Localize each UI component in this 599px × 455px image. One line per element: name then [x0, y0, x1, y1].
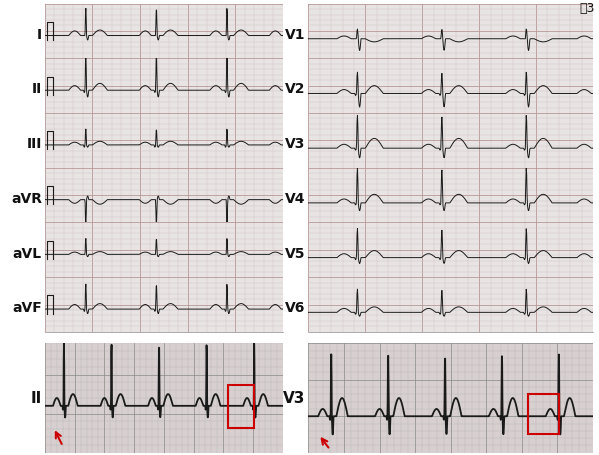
Text: V3: V3: [285, 137, 305, 151]
Text: aVL: aVL: [13, 246, 42, 260]
Text: V6: V6: [285, 301, 305, 314]
Text: III: III: [26, 137, 42, 151]
Text: V2: V2: [285, 82, 305, 96]
Text: aVF: aVF: [12, 301, 42, 314]
Text: II: II: [32, 82, 42, 96]
Text: V3: V3: [283, 391, 305, 405]
Text: II: II: [31, 391, 42, 405]
Text: I: I: [37, 28, 42, 41]
Text: V5: V5: [285, 246, 305, 260]
Text: aVR: aVR: [11, 192, 42, 205]
Bar: [528, 394, 559, 435]
Text: 図3: 図3: [579, 2, 595, 15]
Bar: [228, 385, 254, 428]
Text: V4: V4: [285, 192, 305, 205]
Text: V1: V1: [285, 28, 305, 41]
